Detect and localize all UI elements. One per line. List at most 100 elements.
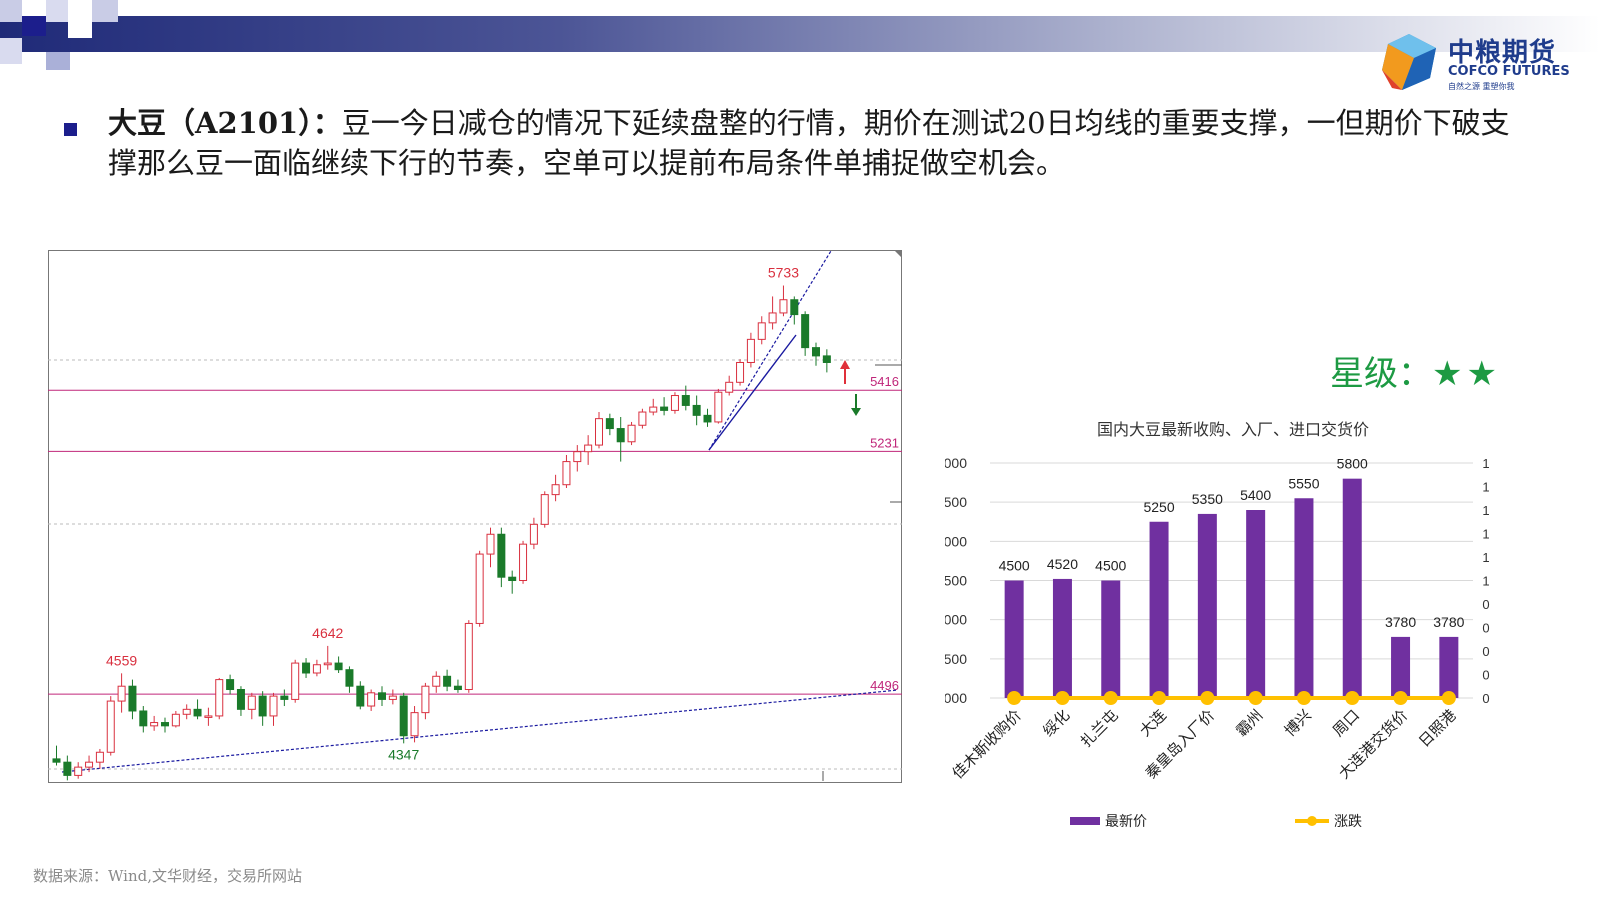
header-square [0, 0, 22, 22]
price-bar [1197, 513, 1217, 698]
category-label: 日照港 [1415, 706, 1460, 751]
candle [85, 755, 94, 773]
y2-tick-label: 1 [1482, 527, 1489, 542]
change-point [1007, 691, 1022, 705]
extreme-price-label: 4642 [312, 625, 343, 641]
candle [779, 285, 788, 317]
candle [302, 658, 311, 678]
candle [497, 527, 506, 588]
candle [649, 398, 658, 416]
candle-body [399, 695, 408, 737]
logo-slogan: 自然之源 重塑你我 [1448, 82, 1515, 91]
logo-chinese-name: 中粮期货 [1448, 38, 1557, 68]
price-bar [1391, 636, 1411, 698]
candle [150, 715, 159, 731]
header-square [46, 0, 68, 22]
price-bar [1052, 578, 1072, 698]
candle-body [356, 685, 365, 707]
candle-body [486, 533, 495, 555]
candle [323, 645, 332, 670]
candle-body [627, 424, 636, 443]
legend-swatch-change-dot [1307, 816, 1317, 826]
candle [725, 375, 734, 396]
y-tick-label: 4500 [945, 573, 967, 589]
bar-chart-title: 国内大豆最新收购、入厂、进口交货价 [1097, 420, 1369, 439]
uptrend-line [708, 334, 797, 451]
candle [464, 620, 473, 693]
company-logo: 中粮期货 COFCO FUTURES 自然之源 重塑你我 [1378, 28, 1588, 98]
header-square [92, 0, 118, 22]
candle [746, 332, 755, 368]
rating-stars-icon: ★★ [1432, 354, 1501, 394]
candle-body [106, 700, 115, 753]
candle [291, 659, 300, 703]
candle [367, 689, 376, 711]
price-level-label: 5416 [870, 374, 899, 389]
y2-tick-label: 1 [1482, 550, 1489, 565]
y-tick-label: 6000 [945, 455, 967, 471]
logo-english-name: COFCO FUTURES [1448, 64, 1570, 79]
candle-body [746, 338, 755, 363]
candle-body [649, 406, 658, 413]
candle [660, 397, 669, 416]
header-gradient-bar [0, 16, 1600, 52]
candle-body [236, 689, 245, 710]
candle-body [497, 533, 506, 578]
category-label: 博兴 [1281, 706, 1315, 740]
candle-body [388, 695, 397, 700]
candle-body [63, 761, 72, 776]
candle-body [812, 347, 820, 357]
candle [540, 491, 549, 528]
candle [790, 296, 799, 325]
candle-body [52, 758, 61, 763]
candle-body [638, 411, 647, 426]
candle [757, 316, 766, 345]
chart-frame [48, 250, 902, 783]
rating-label: 星级： [1330, 354, 1432, 394]
price-bar [1101, 580, 1121, 698]
candle [486, 527, 495, 568]
candle-body [378, 692, 386, 700]
change-point [1441, 691, 1456, 705]
extreme-price-label: 4347 [388, 746, 419, 762]
candle-body [475, 553, 484, 624]
candle [736, 359, 745, 386]
candle-body [432, 675, 441, 687]
change-point [1200, 691, 1215, 705]
price-bar [1439, 636, 1459, 698]
candle [822, 349, 831, 373]
candle [605, 413, 614, 436]
candle-body [171, 713, 180, 727]
candle-body [540, 494, 549, 525]
change-point [1393, 691, 1408, 705]
candle [215, 677, 224, 720]
candle [161, 717, 169, 733]
y2-tick-label: 0 [1482, 668, 1489, 683]
candle [378, 686, 386, 707]
candle [258, 691, 267, 726]
legend-label-latest: 最新价 [1105, 814, 1147, 830]
y-tick-label: 3000 [945, 690, 967, 706]
candle [519, 540, 528, 584]
candle-body [291, 662, 300, 700]
candle-body [182, 708, 191, 715]
data-source-note: 数据来源：Wind,文华财经，交易所网站 [33, 867, 302, 885]
candle-body [95, 751, 104, 763]
candle-body [345, 669, 354, 687]
candle [236, 686, 245, 716]
candle [345, 666, 354, 693]
candle [182, 704, 191, 720]
legend-label-change: 涨跌 [1334, 814, 1362, 830]
bar-value-label: 5350 [1192, 491, 1223, 507]
candle-body [508, 576, 517, 582]
change-point [1103, 691, 1118, 705]
candle-body [681, 395, 690, 406]
y2-tick-label: 1 [1482, 574, 1489, 589]
candle-body [280, 695, 289, 700]
candle [703, 408, 712, 427]
candle [356, 681, 365, 710]
change-point [1248, 691, 1263, 705]
bar-value-label: 5800 [1337, 456, 1368, 472]
